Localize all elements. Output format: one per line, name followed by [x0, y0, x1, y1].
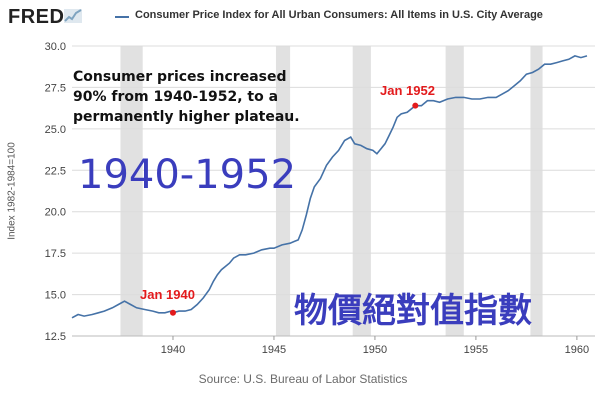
marked-point — [412, 102, 419, 109]
axes: 12.5 15.0 17.5 20.0 22.5 25.0 27.5 30.0 1940 1945… — [45, 41, 595, 356]
legend-swatch — [115, 16, 129, 18]
header: FRED Consumer Price Index for All Urban … — [0, 0, 606, 34]
recession-bands — [120, 46, 543, 336]
marked-point — [169, 309, 176, 316]
marked-points — [169, 102, 419, 316]
svg-text:Index 1982-1984=100: Index 1982-1984=100 — [7, 142, 18, 240]
y-axis-label: Index 1982-1984=100 — [7, 142, 18, 240]
recession-band — [120, 46, 143, 336]
x-tick-label: 1950 — [363, 344, 387, 356]
recession-band — [275, 46, 291, 336]
annotation-note: Consumer prices increased 90% from 1940-… — [73, 67, 300, 127]
annotation-line: Consumer prices increased — [73, 69, 287, 85]
point-label-1952: Jan 1952 — [380, 83, 435, 98]
chart-title: Consumer Price Index for All Urban Consu… — [135, 9, 543, 21]
y-tick-label: 17.5 — [45, 248, 66, 260]
recession-band — [530, 46, 543, 336]
x-tick-label: 1960 — [565, 344, 589, 356]
cpi-series-line — [71, 55, 588, 319]
annotation-line: permanently higher plateau. — [73, 109, 300, 125]
recession-band — [352, 46, 371, 336]
source-note: Source: U.S. Bureau of Labor Statistics — [198, 372, 408, 386]
y-tick-label: 25.0 — [45, 124, 66, 136]
annotation-line: 90% from 1940-1952, to a — [73, 89, 279, 105]
y-tick-label: 27.5 — [45, 82, 66, 94]
recession-band — [445, 46, 464, 336]
cjk-overlay-text: 物價絕對值指數 — [294, 291, 532, 331]
y-tick-label: 20.0 — [45, 207, 66, 219]
x-tick-label: 1955 — [464, 344, 488, 356]
y-tick-label: 22.5 — [45, 165, 66, 177]
y-tick-label: 15.0 — [45, 290, 66, 302]
fred-logo-graph-icon — [64, 9, 82, 23]
x-tick-label: 1945 — [262, 344, 286, 356]
y-tick-label: 12.5 — [45, 331, 66, 343]
range-overlay-text: 1940-1952 — [78, 152, 297, 198]
x-tick-label: 1940 — [161, 344, 185, 356]
y-tick-label: 30.0 — [45, 41, 66, 53]
point-label-1940: Jan 1940 — [140, 287, 195, 302]
fred-logo[interactable]: FRED — [8, 6, 65, 28]
